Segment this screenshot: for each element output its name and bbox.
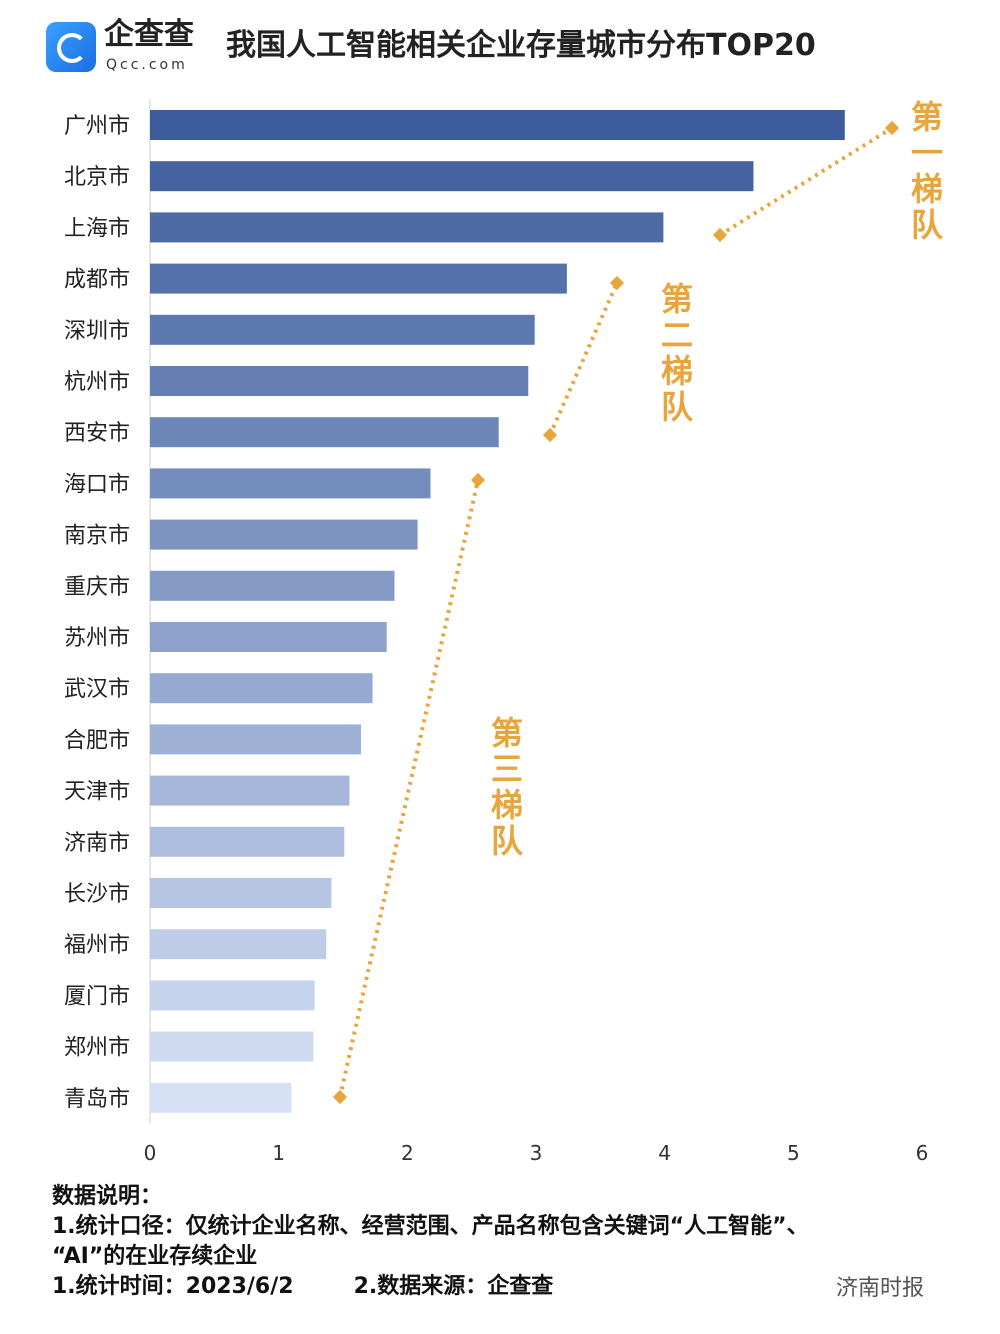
category-label: 重庆市 [64,575,130,600]
category-label: 杭州市 [64,370,130,395]
tier-3-label: 第三梯队 [486,716,524,860]
bar-chart: 广州市北京市上海市成都市深圳市杭州市西安市海口市南京市重庆市苏州市武汉市合肥市天… [64,99,929,1165]
x-tick-label: 5 [787,1141,800,1165]
bar [150,110,845,140]
tier-1-label: 第一梯队 [906,100,944,244]
x-tick-label: 6 [916,1141,929,1165]
category-label: 苏州市 [64,626,130,651]
category-label: 成都市 [64,268,130,293]
tier-bracket-line [338,479,480,1098]
data-notes: 数据说明： 1.统计口径：仅统计企业名称、经营范围、产品名称包含关键词“人工智能… [52,1182,809,1302]
x-tick-label: 3 [530,1141,543,1165]
x-tick-label: 1 [272,1141,285,1165]
notes-heading: 数据说明： [52,1184,163,1209]
bar [150,826,345,857]
category-label: 西安市 [64,421,130,446]
bar [150,878,332,908]
bar [150,314,535,345]
bar [150,263,567,294]
tier-endpoint-marker [712,227,728,243]
category-label: 郑州市 [64,1036,130,1061]
tier-endpoint-marker [542,427,558,443]
category-label: 北京市 [64,165,130,190]
bar [150,1031,314,1062]
category-label: 青岛市 [64,1087,130,1112]
category-label: 福州市 [64,933,130,958]
bar [150,468,431,499]
tier-endpoint-marker [470,472,486,488]
bar [150,775,350,806]
bar [150,212,664,243]
category-label: 武汉市 [64,677,130,702]
category-label: 广州市 [64,114,130,139]
brand-url: Qcc.com [106,57,188,73]
tier-endpoint-marker [332,1089,348,1105]
bar [150,417,499,448]
tier-endpoint-marker [609,275,625,291]
notes-line1: 1.统计口径：仅统计企业名称、经营范围、产品名称包含关键词“人工智能”、 [52,1214,809,1239]
bar [150,366,529,396]
bar [150,570,395,601]
x-tick-label: 0 [144,1141,157,1165]
category-label: 合肥市 [64,728,130,753]
watermark-jinan-times: 济南时报 [836,1276,925,1301]
bar [150,519,418,550]
notes-source: 2.数据来源：企查查 [353,1274,554,1299]
tier-2-label: 第二梯队 [656,282,694,426]
x-tick-label: 2 [401,1141,414,1165]
category-label: 深圳市 [64,319,130,344]
category-label: 长沙市 [64,882,130,907]
category-label: 济南市 [64,831,130,856]
bar [150,929,327,960]
bar [150,622,387,652]
brand-name: 企查查 [104,17,194,52]
tier-bracket-line [548,282,619,436]
bar [150,673,373,704]
tier-bracket-line [718,126,894,237]
category-label: 厦门市 [64,984,130,1009]
qcc-logo-icon [46,22,96,72]
bar [150,980,315,1011]
bar [150,161,754,192]
chart-title: 我国人工智能相关企业存量城市分布TOP20 [226,28,816,63]
x-tick-label: 4 [658,1141,671,1165]
tier-endpoint-marker [884,120,900,136]
category-label: 海口市 [64,472,130,497]
category-label: 天津市 [64,780,130,805]
notes-line2: “AI”的在业存续企业 [52,1244,258,1269]
category-label: 上海市 [64,216,130,241]
category-label: 南京市 [64,524,130,549]
bar [150,1082,292,1113]
notes-time: 1.统计时间：2023/6/2 [52,1274,294,1299]
bar [150,724,362,755]
